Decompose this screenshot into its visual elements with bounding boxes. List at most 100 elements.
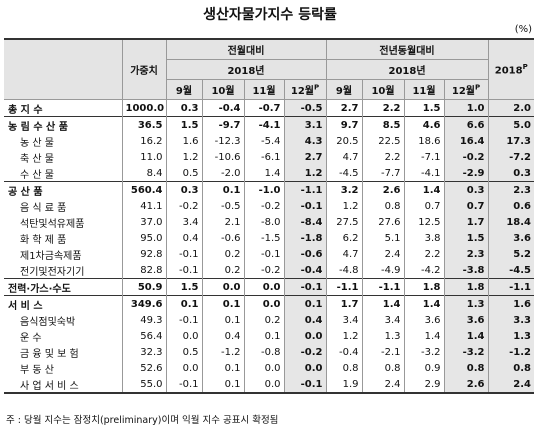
mom-cell: -1.8 (283, 230, 326, 246)
mom-cell: -0.1 (165, 262, 202, 279)
yoy-cell: 0.8 (325, 360, 362, 376)
prelim-mark: P (522, 62, 528, 71)
yoy-cell: -7.1 (403, 149, 444, 165)
mom-cell: 0.4 (201, 328, 244, 344)
yoy-cell: -2.9 (443, 165, 489, 182)
annual-cell: 5.2 (487, 246, 535, 262)
yoy-cell: 1.7 (443, 214, 489, 230)
table-row: 석탄및석유제품 37.0 3.4 2.1 -8.0 -8.4 27.5 27.6 12.5 1.7… (4, 214, 535, 230)
yoy-cell: 2.6 (443, 376, 489, 394)
annual-cell: 2.0 (487, 99, 535, 117)
weight-cell: 11.0 (121, 149, 166, 165)
header-text: 11월 (252, 86, 276, 97)
mom-cell: 0.1 (201, 312, 244, 328)
annual-cell: -4.5 (487, 262, 535, 279)
mom-cell: 0.4 (283, 312, 326, 328)
yoy-cell: -3.2 (403, 344, 444, 360)
mom-cell: -0.1 (283, 376, 326, 394)
yoy-cell: 2.9 (403, 376, 444, 394)
table-row: 금 융 및 보 험 32.3 0.5 -1.2 -0.8 -0.2 -0.4 -2.1 -3.2… (4, 344, 535, 360)
mom-cell: 0.0 (283, 328, 326, 344)
table-row: 전력·가스·수도 50.9 1.5 0.0 0.0 -0.1 -1.1 -1.1 1.8 1.8-… (4, 278, 535, 296)
mom-cell: -0.1 (165, 376, 202, 394)
unit: (%) (514, 24, 532, 35)
yoy-cell: 1.2 (325, 198, 362, 214)
header-cell: 10월 (201, 79, 244, 100)
table-header: 가중치 전월대비 전년동월대비 2018P 2018년 2018년 9월 10월 11월 12월P… (4, 38, 535, 100)
prelim-mark: P (313, 83, 320, 92)
yoy-cell: -4.9 (361, 262, 404, 279)
mom-cell: 0.0 (201, 278, 244, 296)
footnote: 주 : 당월 지수는 잠정치(preliminary)이며 익월 지수 공표시 … (6, 415, 279, 426)
yoy-cell: 9.7 (325, 116, 362, 133)
yoy-cell: 6.6 (443, 116, 489, 133)
annual-cell: 1.6 (487, 295, 535, 312)
annual-cell: 5.0 (487, 116, 535, 133)
yoy-cell: 20.5 (325, 133, 362, 149)
weight-cell: 8.4 (121, 165, 166, 182)
row-label: 사 업 서 비 스 (4, 376, 122, 394)
table-row: 공 산 품 560.4 0.3 0.1 -1.0 -1.1 3.2 2.6 1.4 0.3 2.3 (4, 181, 535, 198)
yoy-cell: -7.7 (361, 165, 404, 182)
mom-cell: 0.0 (165, 360, 202, 376)
mom-cell: -1.5 (243, 230, 284, 246)
mom-cell: 0.0 (165, 328, 202, 344)
annual-cell: -1.1 (487, 278, 535, 296)
annual-cell: 0.8 (487, 360, 535, 376)
mom-cell: 0.0 (243, 376, 284, 394)
yoy-cell: 4.7 (325, 246, 362, 262)
mom-cell: -1.1 (283, 181, 326, 198)
header-cell (4, 38, 122, 100)
row-label: 부 동 산 (20, 364, 54, 376)
yoy-cell: 16.4 (443, 133, 489, 149)
mom-cell: -0.1 (283, 278, 326, 296)
yoy-cell: 0.7 (443, 198, 489, 214)
table-body: 총 지 수 1000.0 0.3 -0.4 -0.7 -0.5 2.7 2.2 1.5 1.0 2.… (4, 99, 535, 394)
header-cell: 11월 (403, 79, 444, 100)
mom-cell: -0.8 (243, 344, 284, 360)
header-cell: 9월 (165, 79, 202, 100)
yoy-cell: 2.3 (443, 246, 489, 262)
header-text: 10월 (211, 86, 235, 97)
yoy-cell: 6.2 (325, 230, 362, 246)
yoy-cell: -4.1 (403, 165, 444, 182)
mom-cell: 1.5 (165, 116, 202, 133)
yoy-cell: 22.5 (361, 133, 404, 149)
yoy-cell: 3.6 (403, 312, 444, 328)
yoy-cell: 4.6 (403, 116, 444, 133)
mom-cell: -8.0 (243, 214, 284, 230)
mom-cell: -9.7 (201, 116, 244, 133)
yoy-cell: 1.4 (443, 328, 489, 344)
weight-cell: 56.4 (121, 328, 166, 344)
yoy-cell: -0.4 (325, 344, 362, 360)
row-label: 농 림 수 산 품 (4, 116, 122, 133)
weight-cell: 82.8 (121, 262, 166, 279)
weight-cell: 50.9 (121, 278, 166, 296)
mom-cell: -0.7 (243, 99, 284, 117)
table-row: 총 지 수 1000.0 0.3 -0.4 -0.7 -0.5 2.7 2.2 1.5 1.0 2.… (4, 99, 535, 117)
yoy-cell: 27.5 (325, 214, 362, 230)
header-cell: 2018P (487, 38, 535, 100)
yoy-cell: 3.6 (443, 312, 489, 328)
header-cell: 11월 (243, 79, 284, 100)
row-label: 화 학 제 품 (20, 234, 67, 246)
mom-cell: -1.2 (201, 344, 244, 360)
mom-cell: -10.6 (201, 149, 244, 165)
header-cell: 2018년 (165, 59, 326, 80)
mom-cell: 0.3 (165, 99, 202, 117)
mom-cell: 0.2 (243, 312, 284, 328)
row-label: 석탄및석유제품 (20, 218, 85, 230)
yoy-cell: 5.1 (361, 230, 404, 246)
yoy-cell: -0.2 (443, 149, 489, 165)
table-row: 화 학 제 품 95.0 0.4 -0.6 -1.5 -1.8 6.2 5.1 3.8 1.5 3.… (4, 230, 535, 246)
mom-cell: 0.1 (201, 295, 244, 312)
yoy-cell: 2.4 (361, 376, 404, 394)
mom-cell: -1.0 (243, 181, 284, 198)
mom-cell: 0.1 (243, 328, 284, 344)
annual-cell: 1.3 (487, 328, 535, 344)
header-text: 11월 (412, 86, 436, 97)
yoy-cell: 2.7 (325, 99, 362, 117)
table-row: 전기및전자기기 82.8 -0.1 0.2 -0.2 -0.4 -4.8 -4.9 -4.2 -3… (4, 262, 535, 279)
mom-cell: 0.1 (201, 360, 244, 376)
annual-cell: 2.3 (487, 181, 535, 198)
